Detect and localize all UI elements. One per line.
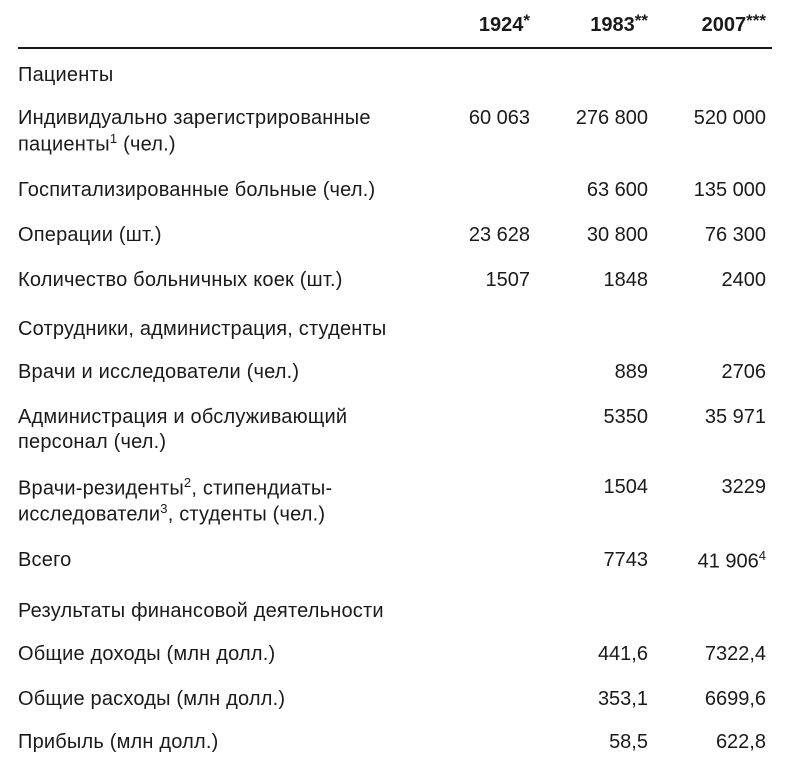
cell-value xyxy=(418,350,536,395)
row-label: Сотрудники, администрация, студенты xyxy=(18,303,772,350)
cell-value: 7322,4 xyxy=(654,632,772,677)
cell-value: 2706 xyxy=(654,350,772,395)
label-sup: 3 xyxy=(160,501,167,516)
col-header-1983: 1983** xyxy=(536,10,654,48)
cell-value: 5350 xyxy=(536,395,654,465)
col-header-text: 1983 xyxy=(590,14,635,36)
cell-value: 76 300 xyxy=(654,213,772,258)
row-label: Прибыль (млн долл.) xyxy=(18,722,418,763)
row-label: Пациенты xyxy=(18,48,772,96)
cell-value: 58,5 xyxy=(536,722,654,763)
row-label: Индивидуально зарегистрированные пациент… xyxy=(18,96,418,168)
value-text: 41 906 xyxy=(698,551,759,573)
label-text: Врачи-резиденты xyxy=(18,477,184,499)
section-row: Пациенты xyxy=(18,48,772,96)
table-row: Прибыль (млн долл.) 58,5 622,8 xyxy=(18,722,772,763)
row-label: Общие расходы (млн долл.) xyxy=(18,677,418,722)
row-label: Операции (шт.) xyxy=(18,213,418,258)
table-page: 1924* 1983** 2007*** Пациенты Индивидуал… xyxy=(0,0,790,761)
row-label: Врачи-резиденты2, стипендиаты-исследоват… xyxy=(18,465,418,538)
row-label: Всего xyxy=(18,538,418,585)
row-label: Количество больничных коек (шт.) xyxy=(18,258,418,303)
col-header-suffix: * xyxy=(523,11,530,30)
table-row: Количество больничных коек (шт.) 1507 18… xyxy=(18,258,772,303)
col-header-suffix: ** xyxy=(635,11,648,30)
header-row: 1924* 1983** 2007*** xyxy=(18,10,772,48)
cell-value: 135 000 xyxy=(654,168,772,213)
col-header-text: 1924 xyxy=(479,14,524,36)
row-label: Администрация и обслуживающий персонал (… xyxy=(18,395,418,465)
table-row: Общие расходы (млн долл.) 353,1 6699,6 xyxy=(18,677,772,722)
value-sup: 4 xyxy=(759,548,766,563)
col-header-suffix: *** xyxy=(746,11,766,30)
cell-value: 23 628 xyxy=(418,213,536,258)
cell-value xyxy=(418,538,536,585)
col-header-empty xyxy=(18,10,418,48)
label-tail: (чел.) xyxy=(117,134,175,156)
cell-value: 889 xyxy=(536,350,654,395)
table-row: Врачи и исследователи (чел.) 889 2706 xyxy=(18,350,772,395)
cell-value: 520 000 xyxy=(654,96,772,168)
table-row: Индивидуально зарегистрированные пациент… xyxy=(18,96,772,168)
cell-value xyxy=(418,395,536,465)
cell-value: 63 600 xyxy=(536,168,654,213)
section-row: Сотрудники, администрация, студенты xyxy=(18,303,772,350)
cell-value: 41 9064 xyxy=(654,538,772,585)
row-label: Общие доходы (млн долл.) xyxy=(18,632,418,677)
cell-value: 276 800 xyxy=(536,96,654,168)
cell-value xyxy=(418,168,536,213)
col-header-2007: 2007*** xyxy=(654,10,772,48)
cell-value: 2400 xyxy=(654,258,772,303)
cell-value: 353,1 xyxy=(536,677,654,722)
cell-value: 6699,6 xyxy=(654,677,772,722)
cell-value: 7743 xyxy=(536,538,654,585)
row-label: Врачи и исследователи (чел.) xyxy=(18,350,418,395)
cell-value: 1507 xyxy=(418,258,536,303)
cell-value: 1504 xyxy=(536,465,654,538)
col-header-text: 2007 xyxy=(702,14,747,36)
cell-value: 30 800 xyxy=(536,213,654,258)
row-label: Результаты финансовой деятельности xyxy=(18,585,772,632)
cell-value: 1848 xyxy=(536,258,654,303)
row-label: Госпитализированные больные (чел.) xyxy=(18,168,418,213)
cell-value xyxy=(418,632,536,677)
section-row: Результаты финансовой деятельности xyxy=(18,585,772,632)
cell-value: 622,8 xyxy=(654,722,772,763)
col-header-1924: 1924* xyxy=(418,10,536,48)
data-table: 1924* 1983** 2007*** Пациенты Индивидуал… xyxy=(18,10,772,763)
label-text: , студенты (чел.) xyxy=(168,504,326,526)
cell-value xyxy=(418,677,536,722)
table-row: Операции (шт.) 23 628 30 800 76 300 xyxy=(18,213,772,258)
cell-value: 3229 xyxy=(654,465,772,538)
cell-value xyxy=(418,722,536,763)
table-row: Общие доходы (млн долл.) 441,6 7322,4 xyxy=(18,632,772,677)
cell-value: 441,6 xyxy=(536,632,654,677)
table-row: Администрация и обслуживающий персонал (… xyxy=(18,395,772,465)
cell-value xyxy=(418,465,536,538)
table-row: Всего 7743 41 9064 xyxy=(18,538,772,585)
cell-value: 35 971 xyxy=(654,395,772,465)
table-row: Врачи-резиденты2, стипендиаты-исследоват… xyxy=(18,465,772,538)
table-row: Госпитализированные больные (чел.) 63 60… xyxy=(18,168,772,213)
label-text: Индивидуально зарегистрированные пациент… xyxy=(18,107,371,156)
cell-value: 60 063 xyxy=(418,96,536,168)
